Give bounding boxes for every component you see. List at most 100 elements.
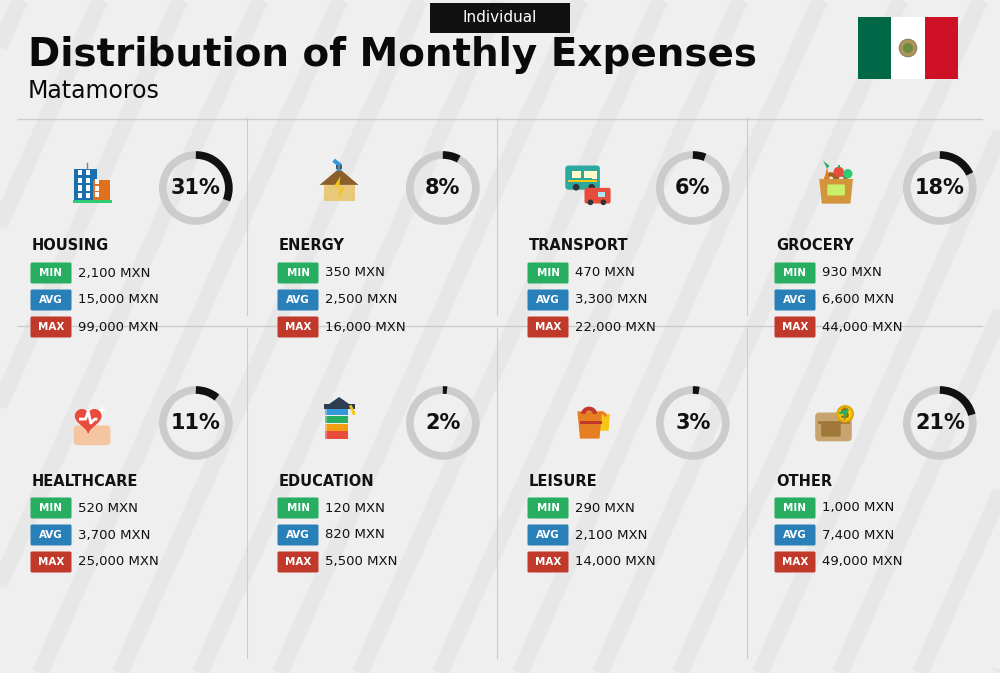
FancyBboxPatch shape [774,551,816,573]
Circle shape [903,43,913,53]
FancyBboxPatch shape [815,413,852,441]
FancyBboxPatch shape [584,188,611,203]
Text: 14,000 MXN: 14,000 MXN [575,555,656,569]
Text: 930 MXN: 930 MXN [822,267,882,279]
Text: $: $ [840,407,850,421]
Text: MAX: MAX [285,557,311,567]
FancyBboxPatch shape [774,524,816,546]
FancyBboxPatch shape [325,431,348,439]
Text: 5,500 MXN: 5,500 MXN [325,555,397,569]
Circle shape [352,411,355,415]
Circle shape [601,199,606,205]
FancyBboxPatch shape [278,551,318,573]
Text: 7,400 MXN: 7,400 MXN [822,528,894,542]
Polygon shape [320,168,359,185]
Text: 18%: 18% [915,178,965,198]
Text: 2,100 MXN: 2,100 MXN [575,528,647,542]
Text: 49,000 MXN: 49,000 MXN [822,555,902,569]
Text: 520 MXN: 520 MXN [78,501,138,514]
Text: 44,000 MXN: 44,000 MXN [822,320,902,334]
Polygon shape [324,404,355,409]
Text: 290 MXN: 290 MXN [575,501,635,514]
FancyBboxPatch shape [30,289,72,310]
Text: MAX: MAX [782,322,808,332]
Polygon shape [334,176,344,200]
Text: MIN: MIN [287,268,310,278]
Text: AVG: AVG [286,295,310,305]
Polygon shape [577,411,602,439]
FancyBboxPatch shape [774,497,816,518]
Bar [580,421,602,424]
Text: 22,000 MXN: 22,000 MXN [575,320,656,334]
Text: MIN: MIN [287,503,310,513]
Bar [891,17,925,79]
Text: MAX: MAX [285,322,311,332]
FancyBboxPatch shape [278,524,318,546]
Bar [86,185,90,190]
Bar [78,193,82,199]
Text: 6,600 MXN: 6,600 MXN [822,293,894,306]
Bar [325,423,327,431]
Text: LEISURE: LEISURE [529,474,598,489]
Text: 2,100 MXN: 2,100 MXN [78,267,150,279]
Text: 3,300 MXN: 3,300 MXN [575,293,647,306]
Bar [325,416,327,423]
Text: 99,000 MXN: 99,000 MXN [78,320,158,334]
Text: 350 MXN: 350 MXN [325,267,385,279]
FancyBboxPatch shape [30,551,72,573]
FancyBboxPatch shape [325,416,348,423]
Text: AVG: AVG [39,530,63,540]
Text: 3,700 MXN: 3,700 MXN [78,528,150,542]
Text: MAX: MAX [782,557,808,567]
Polygon shape [329,397,350,404]
FancyBboxPatch shape [278,289,318,310]
FancyBboxPatch shape [325,423,348,431]
FancyBboxPatch shape [528,551,568,573]
FancyBboxPatch shape [278,262,318,283]
Text: 2%: 2% [425,413,461,433]
Bar [74,168,97,203]
Bar [78,185,82,190]
Polygon shape [819,179,853,204]
Text: MIN: MIN [536,268,560,278]
Text: 120 MXN: 120 MXN [325,501,385,514]
Text: 25,000 MXN: 25,000 MXN [78,555,159,569]
Bar [584,171,593,178]
Bar [86,178,90,183]
Bar [572,171,581,178]
Text: 470 MXN: 470 MXN [575,267,635,279]
Text: MIN: MIN [784,268,806,278]
Circle shape [834,167,844,177]
Circle shape [837,406,853,422]
FancyBboxPatch shape [565,166,600,190]
FancyBboxPatch shape [30,262,72,283]
Polygon shape [593,414,610,431]
Bar [325,431,327,439]
Bar [598,192,605,197]
Text: MIN: MIN [40,503,62,513]
FancyBboxPatch shape [528,262,568,283]
Polygon shape [824,167,830,179]
Text: 15,000 MXN: 15,000 MXN [78,293,159,306]
Text: 8%: 8% [425,178,461,198]
Bar [73,201,112,203]
Text: AVG: AVG [783,530,807,540]
Text: AVG: AVG [286,530,310,540]
Polygon shape [823,161,830,168]
Bar [95,180,99,184]
Bar [340,165,342,170]
Text: EDUCATION: EDUCATION [279,474,375,489]
Text: 6%: 6% [675,178,711,198]
Circle shape [588,199,593,205]
Bar [101,407,103,414]
Text: HOUSING: HOUSING [32,238,109,254]
Text: OTHER: OTHER [776,474,832,489]
Bar [95,192,99,197]
Bar [95,186,99,190]
Bar [86,193,90,199]
Text: TRANSPORT: TRANSPORT [529,238,629,254]
Text: AVG: AVG [783,295,807,305]
Text: Distribution of Monthly Expenses: Distribution of Monthly Expenses [28,36,757,74]
FancyBboxPatch shape [430,3,570,33]
FancyBboxPatch shape [774,316,816,337]
